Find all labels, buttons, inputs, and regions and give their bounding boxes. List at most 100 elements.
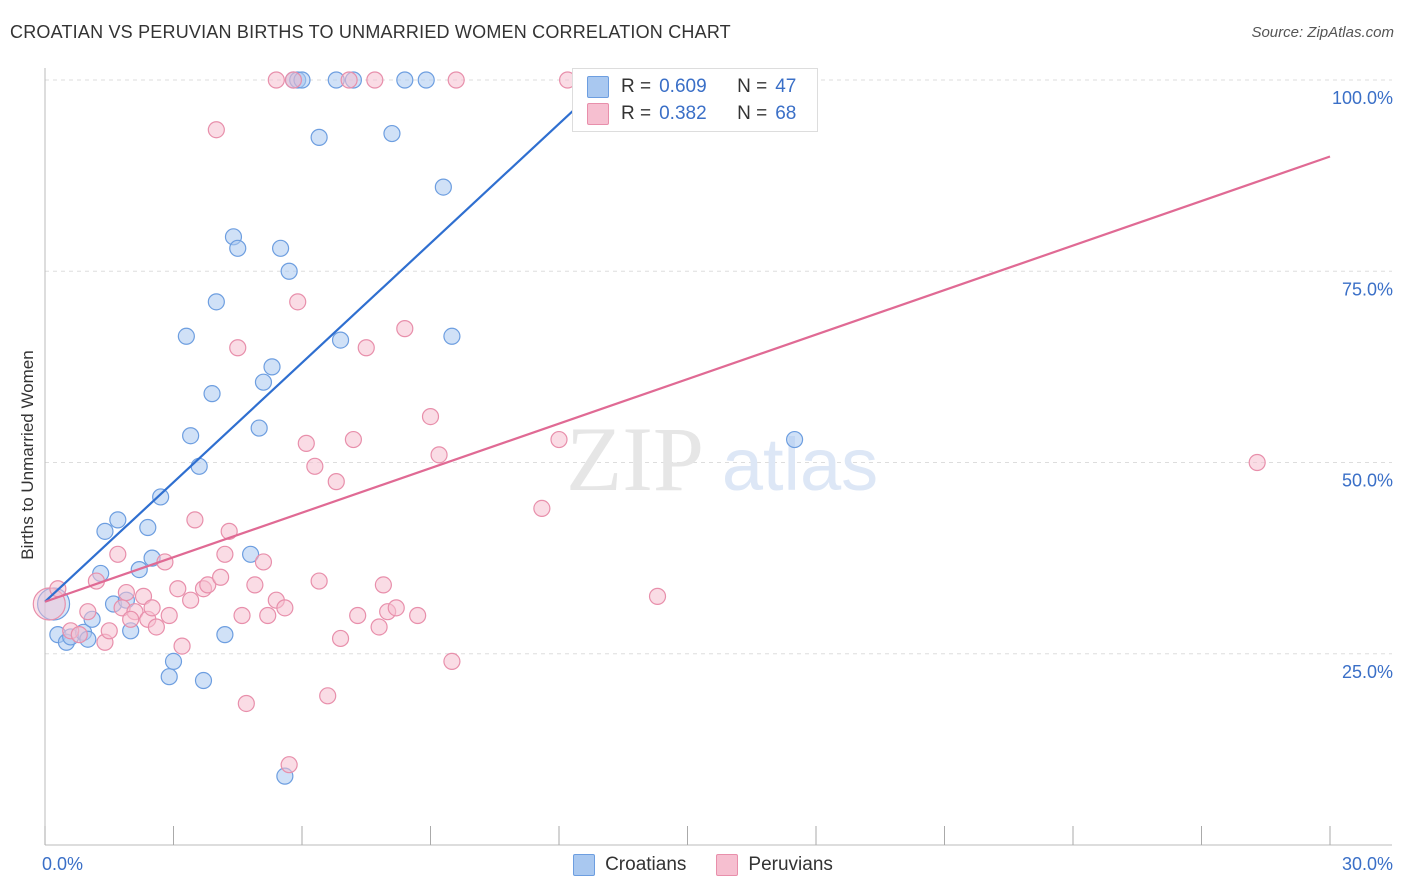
- peruvians-point: [233, 606, 251, 625]
- peruvians-point: [220, 522, 238, 540]
- source-label: Source: ZipAtlas.com: [1251, 24, 1394, 41]
- croatians-swatch: [573, 854, 596, 876]
- peruvians-point: [443, 652, 461, 671]
- croatians-point: [139, 518, 157, 537]
- croatians-point: [443, 327, 461, 345]
- croatians-point: [207, 293, 225, 311]
- peruvians-point: [182, 591, 200, 609]
- peruvians-swatch: [716, 854, 739, 876]
- r-label: R =: [621, 76, 652, 97]
- croatians-point: [190, 457, 208, 475]
- peruvians-point: [70, 626, 88, 644]
- croatians-point: [177, 327, 195, 345]
- y-tick-label: 100.0%: [1332, 88, 1393, 108]
- peruvians-point: [550, 430, 568, 449]
- croatians-point: [164, 652, 183, 671]
- r-value: 0.382: [659, 103, 707, 124]
- n-value: 47: [775, 76, 797, 97]
- peruvians-point: [259, 606, 277, 625]
- legend-item-peruvians[interactable]: Peruvians: [716, 854, 833, 876]
- croatians-point: [396, 71, 414, 89]
- peruvians-point: [289, 293, 307, 311]
- croatians-point: [280, 262, 298, 280]
- peruvians-point: [447, 71, 465, 89]
- legend-label-peruvians: Peruvians: [748, 854, 833, 875]
- peruvians-point: [340, 71, 358, 89]
- peruvians-point: [237, 694, 255, 713]
- croatians-point: [271, 239, 290, 257]
- legend-label-croatians: Croatians: [605, 854, 687, 875]
- grid-layer: [45, 79, 1392, 655]
- peruvians-point: [430, 446, 448, 464]
- peruvians-point: [409, 606, 427, 625]
- peruvians-point: [396, 320, 414, 338]
- y-tick-label: 75.0%: [1342, 279, 1393, 299]
- trend-layer: [44, 79, 1331, 603]
- croatians-point: [263, 358, 281, 376]
- legend-item-croatians[interactable]: Croatians: [573, 854, 686, 876]
- peruvians-point: [212, 568, 230, 586]
- peruvians-point: [374, 576, 392, 594]
- peruvians-point: [229, 339, 247, 357]
- peruvians-point: [280, 756, 298, 774]
- watermark-zip: ZIP: [566, 408, 704, 510]
- y-axis-title: Births to Unmarried Women: [18, 350, 37, 560]
- peruvians-point: [147, 618, 165, 636]
- peruvians-point: [199, 576, 217, 594]
- watermark: ZIP atlas: [566, 408, 878, 510]
- peruvians-point: [370, 618, 388, 636]
- croatians-trend-line: [44, 79, 607, 603]
- peruvians-point: [117, 583, 135, 602]
- peruvians-point: [109, 545, 127, 563]
- peruvians-swatch: [587, 103, 609, 125]
- peruvians-point: [357, 339, 375, 357]
- peruvians-point: [648, 587, 667, 605]
- peruvians-point: [331, 629, 350, 648]
- croatians-point: [96, 522, 114, 540]
- peruvians-point: [79, 603, 97, 621]
- croatians-point: [434, 178, 452, 196]
- stats-row-peruvians: R = 0.382 N = 68: [587, 102, 796, 126]
- peruvians-point: [173, 637, 191, 655]
- chart-title: CROATIAN VS PERUVIAN BIRTHS TO UNMARRIED…: [10, 22, 731, 42]
- croatians-point: [242, 545, 260, 563]
- peruvians-point: [143, 599, 161, 617]
- peruvians-point: [387, 599, 405, 617]
- peruvians-point: [134, 587, 153, 605]
- peruvians-point: [207, 121, 225, 139]
- croatians-point: [194, 671, 213, 690]
- peruvians-point: [169, 580, 187, 598]
- peruvians-point: [310, 572, 328, 590]
- croatians-swatch: [587, 76, 609, 98]
- series-legend: Croatians Peruvians: [0, 852, 1406, 878]
- croatians-point: [383, 124, 401, 143]
- peruvians-point: [1248, 453, 1266, 472]
- peruvians-point: [276, 599, 294, 617]
- croatians-point: [785, 430, 804, 449]
- n-label: N =: [737, 103, 768, 124]
- peruvians-point: [267, 71, 285, 89]
- croatians-point: [152, 488, 170, 506]
- croatians-point: [310, 128, 328, 146]
- peruvians-point: [327, 473, 345, 491]
- croatians-point: [203, 385, 221, 403]
- stats-row-croatians: R = 0.609 N = 47: [587, 75, 796, 99]
- n-label: N =: [737, 76, 768, 97]
- peruvians-point: [349, 606, 367, 625]
- croatians-point: [109, 511, 127, 529]
- peruvians-point: [533, 499, 551, 517]
- croatians-point: [160, 668, 178, 686]
- croatians-point: [331, 331, 350, 349]
- peruvians-point: [254, 553, 273, 571]
- peruvians-point: [284, 71, 303, 89]
- peruvians-point: [366, 71, 384, 89]
- x-tick-label: 0.0%: [42, 854, 83, 874]
- croatians-point: [182, 427, 200, 445]
- peruvians-point: [122, 610, 140, 628]
- peruvians-trend-line: [44, 155, 1331, 603]
- peruvians-point: [216, 545, 234, 563]
- peruvians-point: [297, 434, 315, 452]
- peruvians-point: [344, 430, 362, 449]
- tick-label-layer: 25.0% 50.0% 75.0% 100.0% 0.0% 30.0%: [42, 88, 1393, 874]
- y-tick-label: 25.0%: [1342, 662, 1393, 682]
